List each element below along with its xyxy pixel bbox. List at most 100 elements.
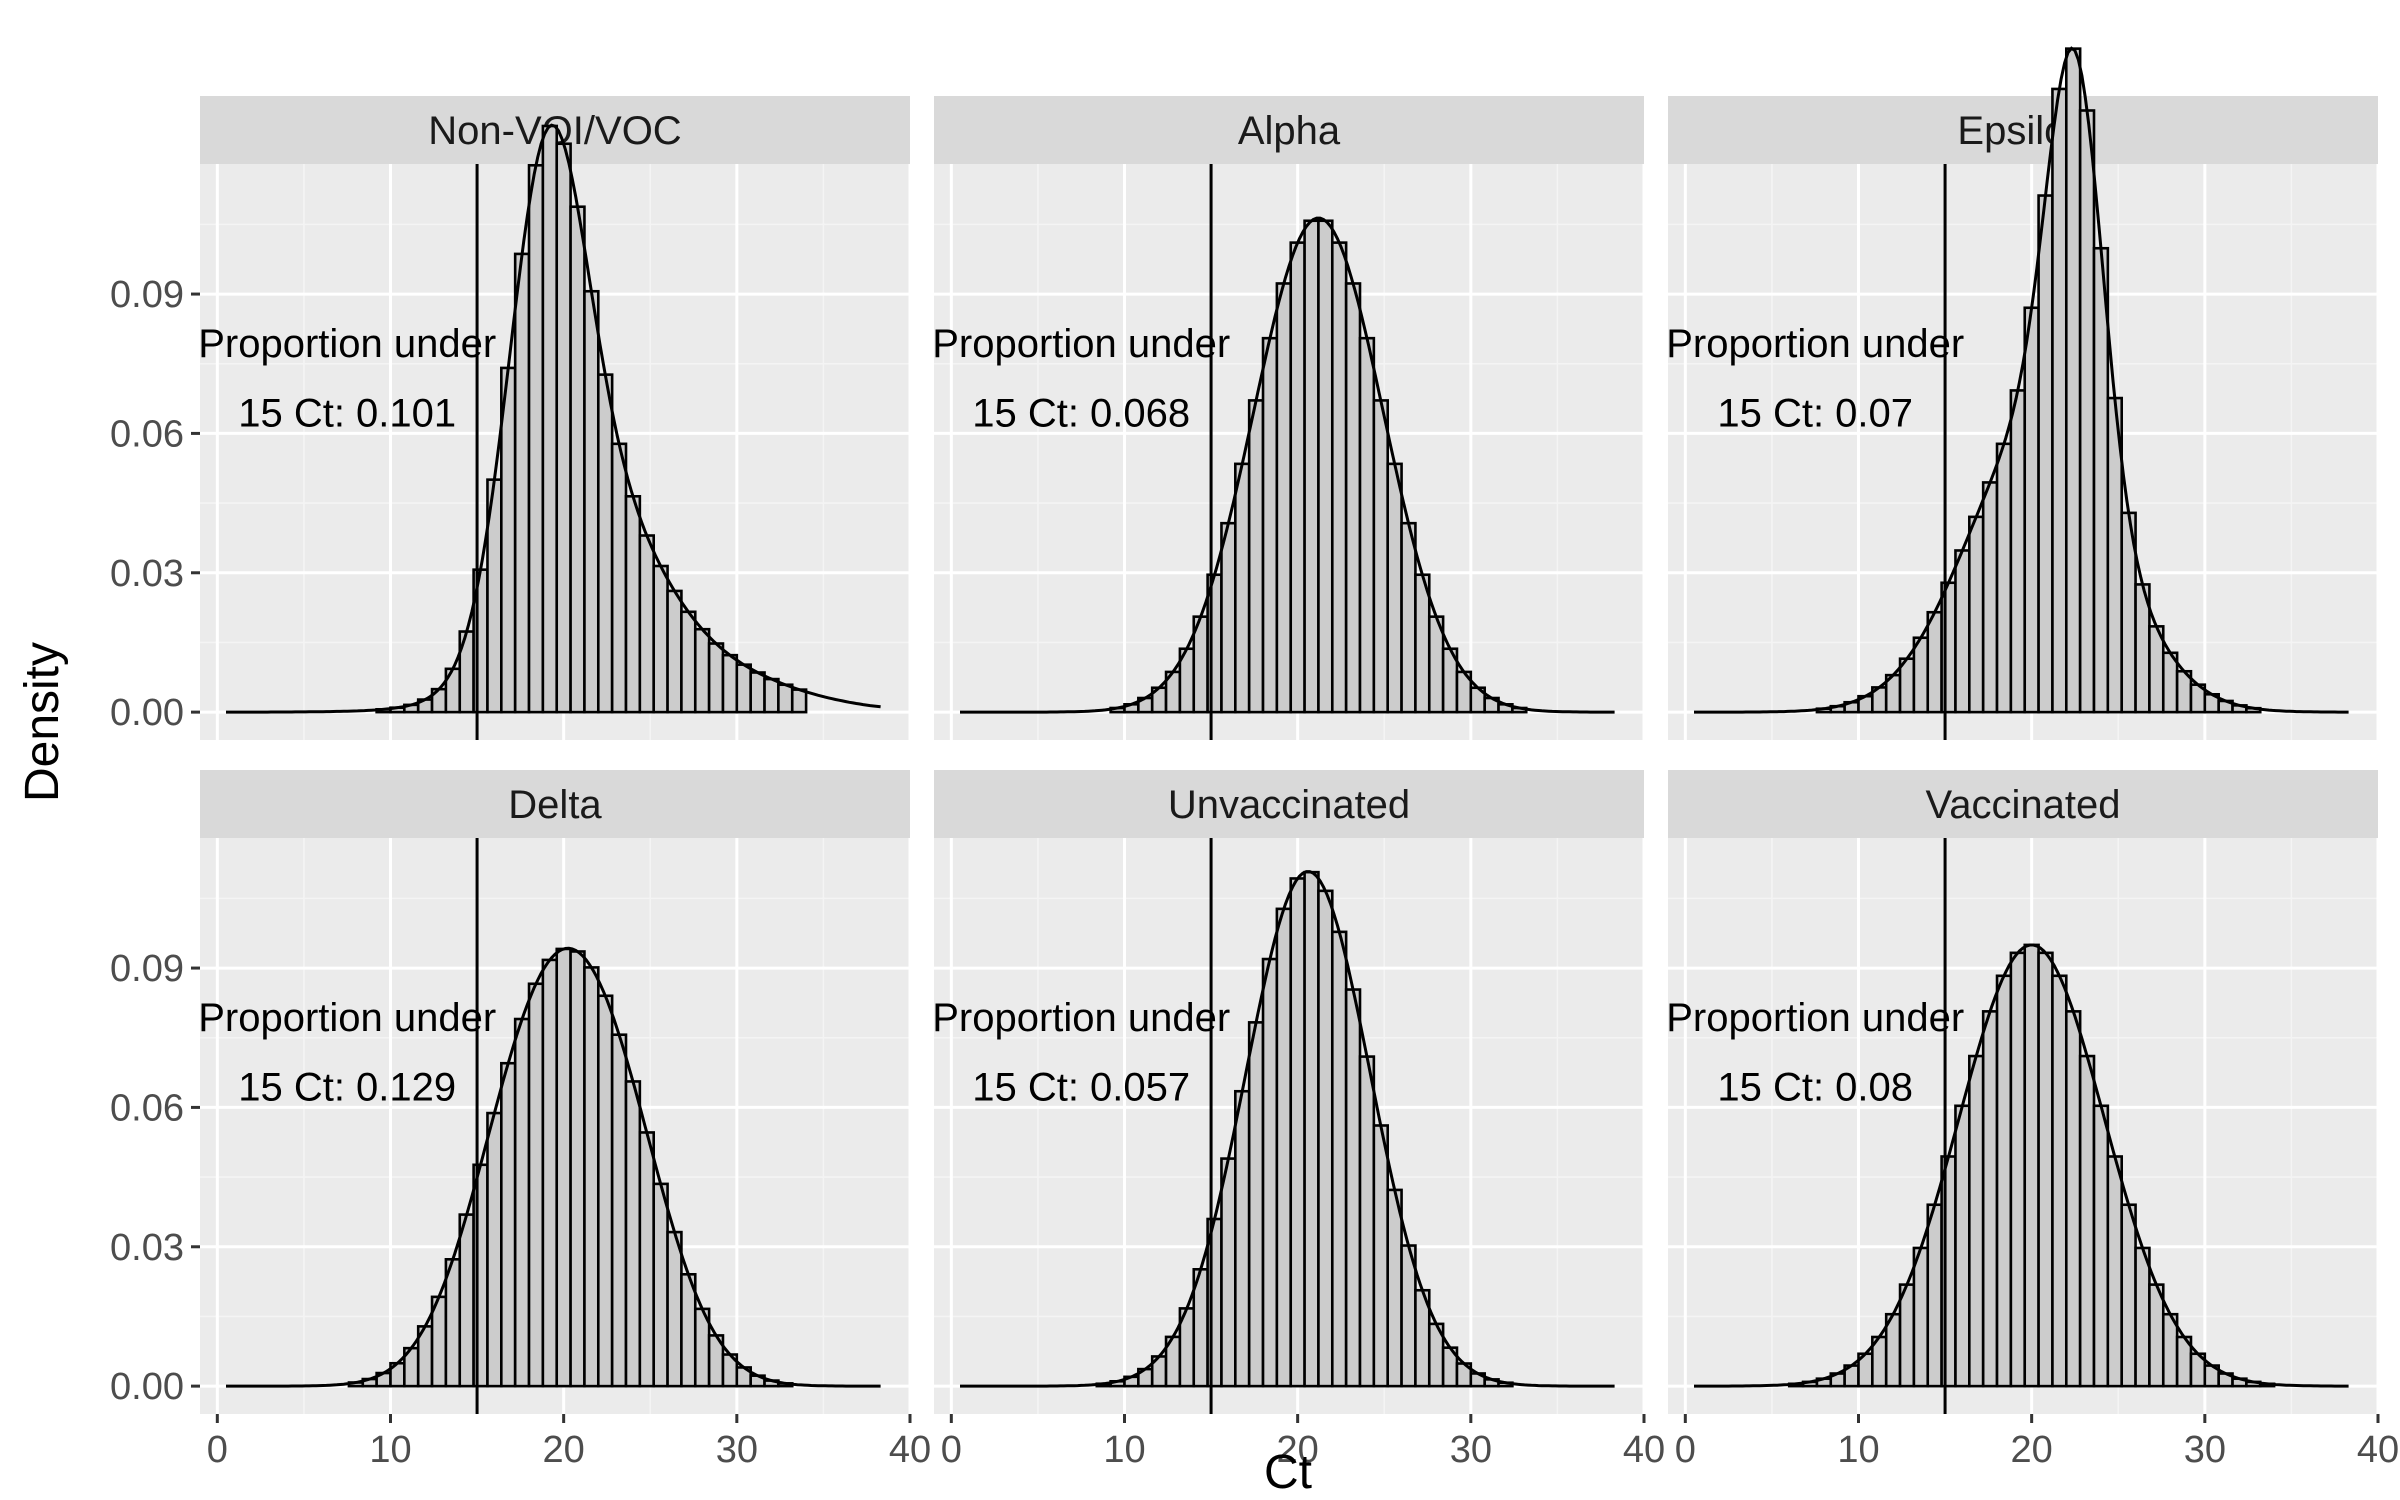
strip-background [1668, 770, 2378, 838]
histogram-bar [666, 1230, 683, 1388]
strip-background [934, 770, 1644, 838]
histogram-bar [1926, 610, 1943, 714]
histogram-bar [583, 966, 600, 1388]
x-tick-label: 30 [2184, 1429, 2226, 1471]
histogram-bar [777, 683, 794, 714]
histogram-bar [1317, 219, 1334, 714]
facet-panel: Vaccinated Proportion under 15 Ct: 0.08 0 10… [1666, 770, 2399, 1471]
x-tick-label: 30 [716, 1429, 758, 1471]
histogram-bar [1981, 481, 1999, 714]
x-tick-label: 10 [1837, 1429, 1879, 1471]
annotation-line-1: Proportion under [932, 996, 1230, 1040]
y-tick-label: 0.00 [110, 692, 184, 734]
annotation-line-2: 15 Ct: 0.08 [1717, 1065, 1913, 1109]
histogram-bar [680, 610, 697, 714]
density-curve [960, 216, 1615, 714]
histogram-bar [1234, 462, 1251, 714]
histogram-bar [1247, 399, 1265, 714]
facet-panel: Delta Proportion under 15 Ct: 0.129 0.00 0.0… [110, 770, 931, 1471]
histogram-bar [1344, 282, 1362, 714]
facet-panel: Unvaccinated Proportion under 15 Ct: 0.057… [932, 770, 1665, 1471]
histogram-bar [1912, 1246, 1930, 1388]
histogram-bar [2051, 974, 2068, 1388]
histogram-bar [513, 1017, 531, 1388]
x-tick-label: 40 [889, 1429, 931, 1471]
histogram-bar [2051, 87, 2068, 714]
annotation-line-2: 15 Ct: 0.068 [972, 391, 1190, 435]
x-tick-label: 0 [941, 1429, 962, 1471]
histogram-bar [1289, 241, 1306, 714]
histogram-bar [1995, 442, 2013, 714]
histogram-bar [2037, 194, 2054, 714]
x-tick-label: 40 [2357, 1429, 2399, 1471]
histogram-bar [1372, 1124, 1390, 1388]
annotation-line-2: 15 Ct: 0.129 [238, 1065, 456, 1109]
histogram-bar [1358, 1055, 1376, 1388]
y-tick-label: 0.03 [110, 553, 184, 595]
x-tick-label: 40 [1623, 1429, 1665, 1471]
annotation-line-1: Proportion under [1666, 996, 1964, 1040]
histogram-bar [1400, 521, 1417, 714]
annotation-line-2: 15 Ct: 0.057 [972, 1065, 1190, 1109]
histogram-bar [1275, 907, 1293, 1388]
x-axis-title: Ct [1264, 1446, 1312, 1499]
density-curve [1694, 943, 2349, 1388]
histogram-bar [541, 958, 559, 1388]
histogram-bar [1358, 336, 1376, 714]
histogram-bar [1289, 877, 1306, 1388]
strip-background [1668, 96, 2378, 164]
histogram-bar [1247, 1021, 1265, 1388]
density-curve [1694, 46, 2349, 714]
histogram-bar [2009, 389, 2027, 714]
histogram-bar [1954, 549, 1971, 714]
facet-panel: Alpha Proportion under 15 Ct: 0.068 [932, 96, 1646, 740]
strip-label: Delta [508, 783, 602, 827]
histogram-bar [486, 1111, 503, 1388]
histogram-bar [2106, 1155, 2124, 1388]
histogram-bar [2120, 1203, 2137, 1388]
histogram-bar [555, 947, 572, 1388]
histogram-bar [596, 373, 614, 714]
histogram-bar [790, 688, 808, 714]
histogram-bar [2148, 1283, 2165, 1388]
annotation-line-2: 15 Ct: 0.07 [1717, 391, 1913, 435]
histogram-bar [2009, 951, 2027, 1388]
annotation-line-1: Proportion under [198, 996, 496, 1040]
density-curve [226, 946, 881, 1388]
histogram-bar [541, 124, 559, 714]
histogram-bar [527, 982, 545, 1388]
histogram-bar [569, 950, 586, 1388]
histogram-bar [707, 642, 725, 714]
histogram-bar [1981, 1010, 1999, 1388]
histogram-bar [763, 677, 780, 714]
histogram-bar [1220, 521, 1237, 714]
histogram-bar [527, 163, 545, 714]
histogram-bar [624, 495, 642, 714]
histogram-bar [2064, 47, 2082, 714]
histogram-bar [1303, 870, 1320, 1388]
x-tick-label: 10 [369, 1429, 411, 1471]
histogram-bar [2023, 306, 2040, 714]
strip-background [200, 770, 910, 838]
density-curve [960, 870, 1615, 1388]
annotation-line-1: Proportion under [198, 322, 496, 366]
histogram-bar [1898, 1283, 1916, 1388]
histogram-bar [1261, 957, 1279, 1388]
histogram-bar [2037, 951, 2054, 1388]
histogram-bar [1234, 1089, 1251, 1388]
y-tick-label: 0.03 [110, 1227, 184, 1269]
histogram-bar [666, 589, 683, 714]
histogram-bar [1220, 1157, 1237, 1388]
histogram-bar [1303, 219, 1320, 714]
histogram-bar [2023, 943, 2040, 1388]
histogram-bar [1261, 336, 1279, 714]
y-tick-label: 0.09 [110, 274, 184, 316]
histogram-bar [638, 534, 656, 714]
x-tick-label: 0 [207, 1429, 228, 1471]
y-axis-title: Density [16, 642, 69, 802]
histogram-bar [458, 1213, 475, 1388]
histogram-bar [610, 1033, 628, 1388]
